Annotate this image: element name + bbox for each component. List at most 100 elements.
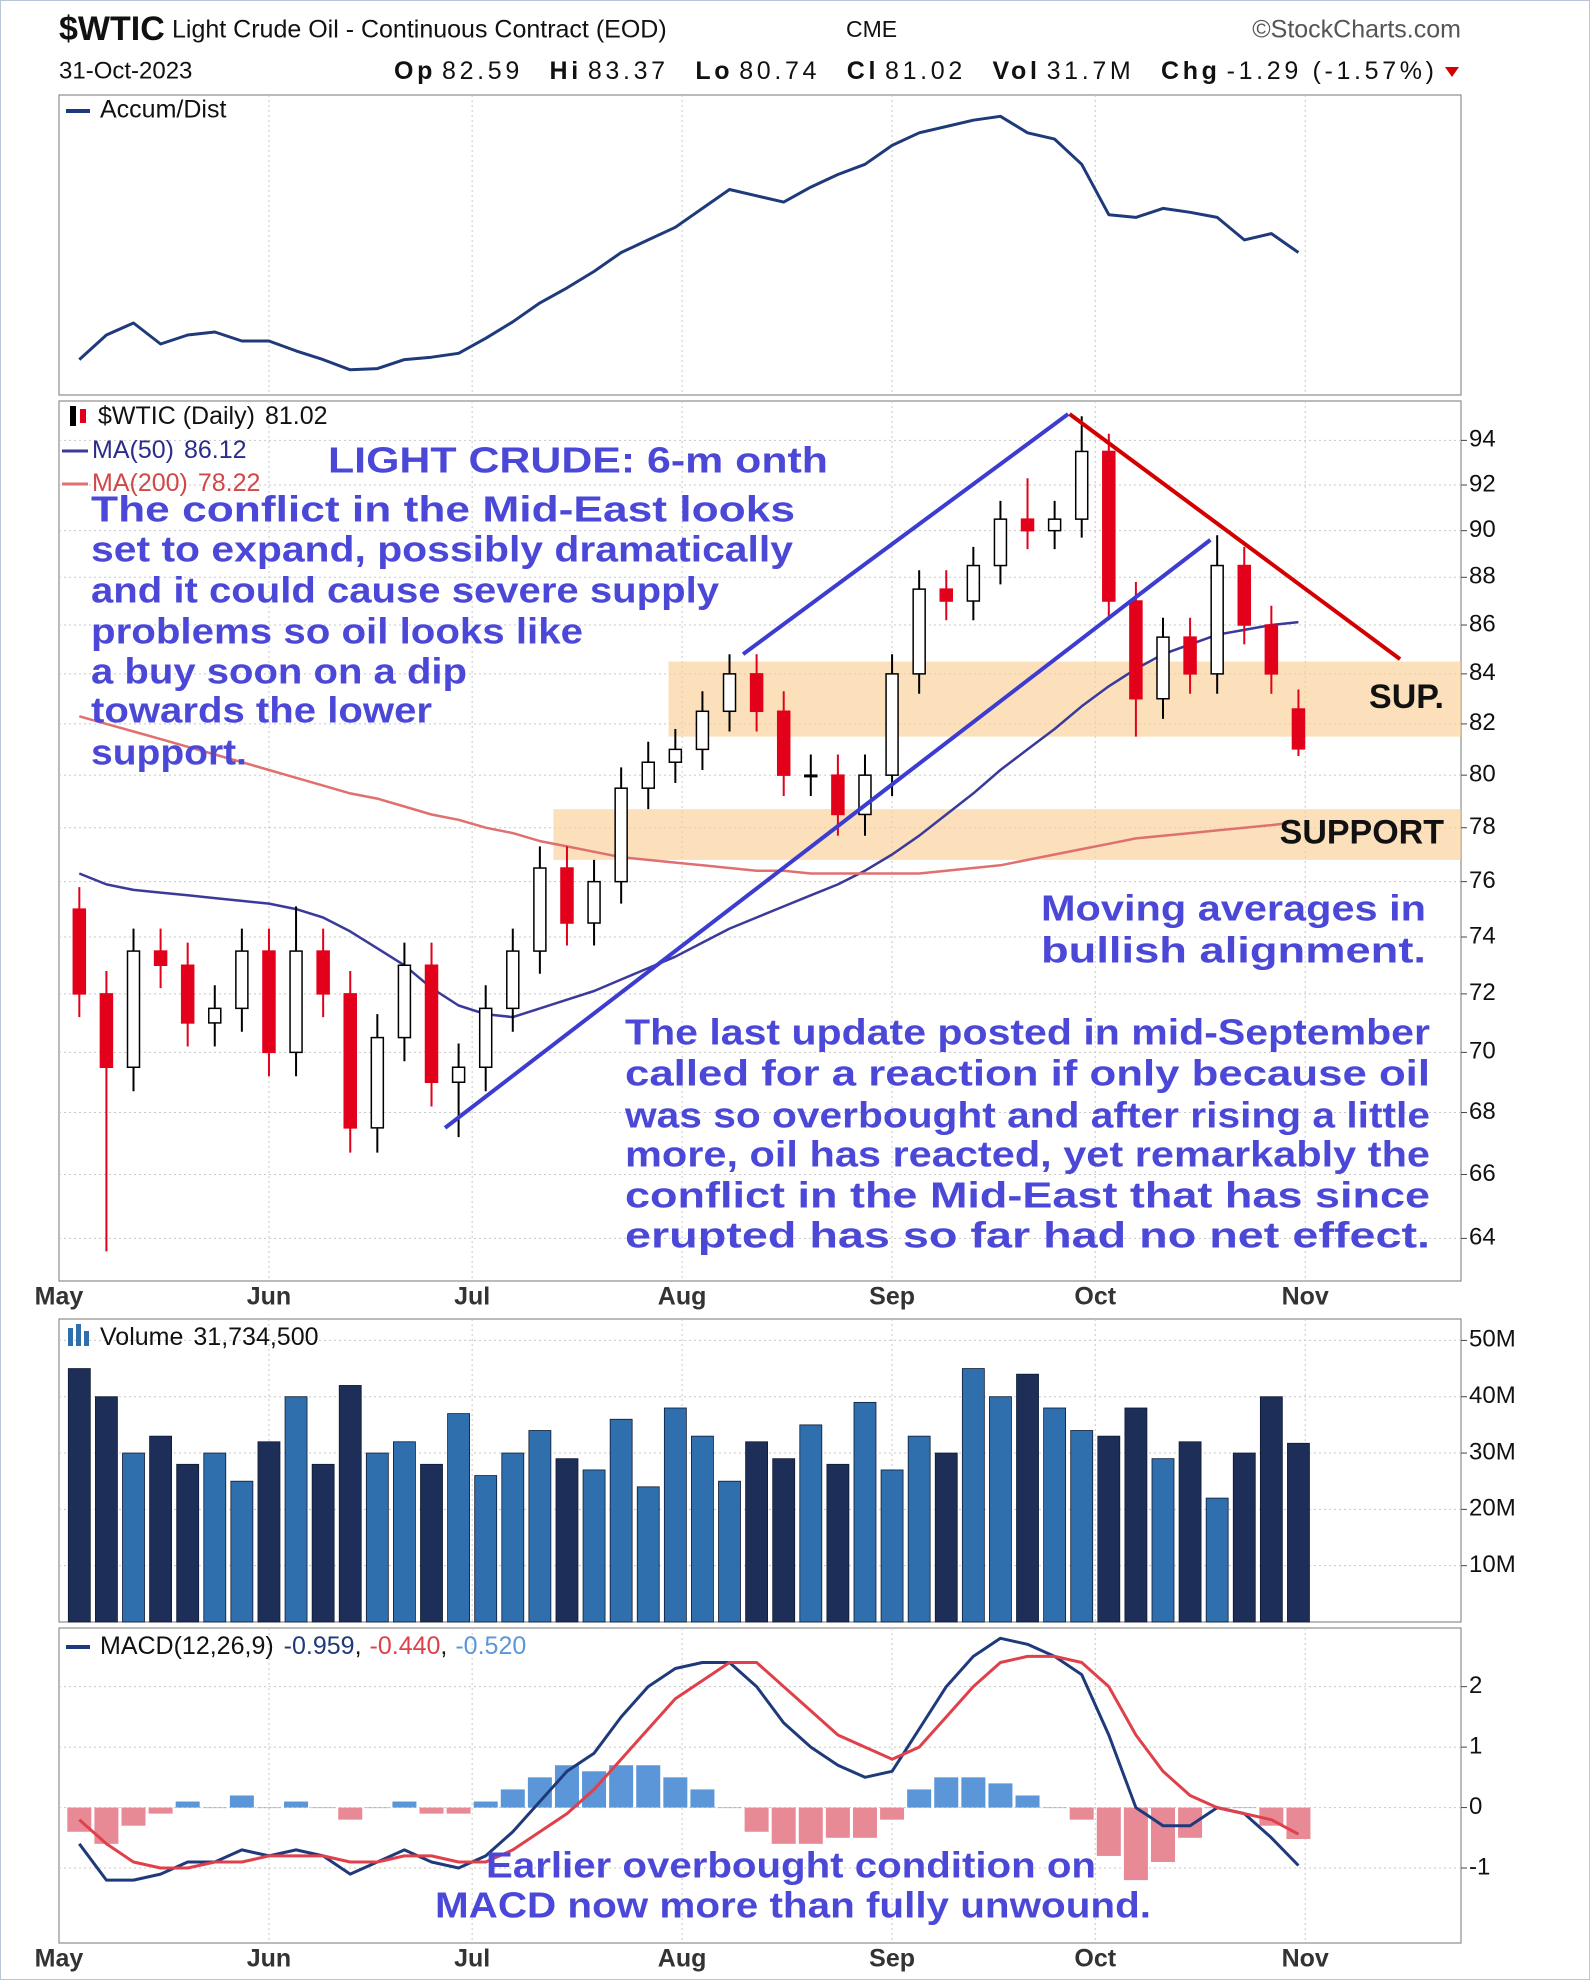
volume-bar xyxy=(1232,1452,1256,1623)
band-label: SUP. xyxy=(1369,678,1444,716)
volume-bar xyxy=(365,1452,389,1623)
symbol: $WTIC xyxy=(59,10,165,48)
macd-histogram-bar xyxy=(446,1807,471,1814)
x-tick-label: May xyxy=(35,1945,84,1973)
legend-value: -0.440 xyxy=(370,1632,441,1660)
candle-body xyxy=(1074,450,1089,520)
macd-histogram-bar xyxy=(1150,1807,1175,1862)
quote-label: Cl xyxy=(847,57,876,85)
annotation-line: a buy soon on a dip xyxy=(91,651,467,692)
macd-histogram-bar xyxy=(338,1807,363,1820)
candle-body xyxy=(1264,624,1279,675)
band-label: SUPPORT xyxy=(1280,814,1445,852)
legend-label: MACD(12,26,9) -0.959, -0.440, -0.520 xyxy=(100,1632,526,1660)
candle-body xyxy=(397,964,412,1039)
volume-bar xyxy=(582,1469,606,1623)
macd-histogram-bar xyxy=(256,1807,281,1809)
instrument-name: Light Crude Oil - Continuous Contract (E… xyxy=(172,16,667,44)
macd-histogram-bar xyxy=(907,1789,932,1808)
legend-label: MA(200) 78.22 xyxy=(92,469,260,497)
y-tick-label: 0 xyxy=(1469,1793,1482,1820)
macd-histogram-bar xyxy=(202,1807,227,1809)
macd-histogram-bar xyxy=(1232,1807,1257,1809)
legend-label: MA(50) xyxy=(92,436,174,464)
y-tick-label: 86 xyxy=(1469,610,1496,637)
volume-bar xyxy=(474,1475,498,1623)
moving-average-line xyxy=(78,620,1299,1019)
macd-histogram-bar xyxy=(771,1807,796,1844)
candle-body xyxy=(424,964,439,1083)
volume-bar xyxy=(691,1435,714,1623)
annotation-line: called for a reaction if only because oi… xyxy=(625,1053,1430,1094)
volume-bar xyxy=(636,1486,660,1623)
trendline xyxy=(741,412,1070,656)
y-tick-label: 90 xyxy=(1469,516,1496,543)
quote-value: 81.02 xyxy=(885,57,962,85)
candle-body xyxy=(1047,518,1062,532)
quote-value: 82.59 xyxy=(442,57,519,85)
x-tick-label: Jul xyxy=(454,1945,490,1973)
volume-bar xyxy=(1016,1373,1039,1623)
candle-body xyxy=(451,1066,466,1083)
volume-bar xyxy=(176,1463,200,1623)
volume-bar xyxy=(880,1469,904,1623)
x-tick-label: Nov xyxy=(1282,1945,1329,1973)
annotations: LIGHT CRUDE: 6-m onth The conflict in th… xyxy=(91,440,1430,1926)
quote-value: 80.74 xyxy=(739,57,816,85)
macd-histogram-bar xyxy=(880,1807,905,1820)
support-band xyxy=(553,809,1461,860)
volume-bar xyxy=(1287,1442,1310,1623)
legend-swatch xyxy=(80,409,86,423)
legend-separator: , xyxy=(440,1632,447,1660)
candle-body xyxy=(126,950,141,1068)
volume-bar xyxy=(257,1441,281,1623)
x-tick-label: Aug xyxy=(658,1283,707,1311)
quote-label: Vol xyxy=(993,57,1037,85)
annotation-line: MACD now more than fully unwound. xyxy=(435,1885,1151,1926)
y-tick-label: 88 xyxy=(1469,563,1496,590)
candle-body xyxy=(99,993,114,1068)
macd-histogram-bar xyxy=(1123,1807,1148,1881)
annotation-line: more, oil has reacted, yet remarkably th… xyxy=(625,1134,1430,1175)
legend-value: 81.02 xyxy=(265,402,328,430)
quote-value: 31.7M xyxy=(1047,57,1131,85)
volume-bar xyxy=(961,1368,985,1623)
volume-bar xyxy=(609,1418,633,1623)
volume-bar xyxy=(745,1441,769,1623)
macd-histogram-bar xyxy=(690,1789,715,1808)
annotation-heading: LIGHT CRUDE: 6-m onth xyxy=(328,440,828,481)
macd-histogram-bar xyxy=(311,1807,336,1809)
date: 31-Oct-2023 xyxy=(59,57,192,84)
down-arrow xyxy=(1445,67,1459,77)
x-tick-label: Nov xyxy=(1282,1283,1329,1311)
candle-body xyxy=(1291,708,1306,750)
legend-label: Volume xyxy=(100,1323,183,1351)
legend-value: -0.959 xyxy=(284,1632,355,1660)
candle-body xyxy=(1210,564,1224,675)
candle-body xyxy=(966,564,981,602)
macd-histogram-bar xyxy=(284,1801,309,1808)
legends: Accum/Dist $WTIC (Daily) 81.02 MA(50) 86.1… xyxy=(62,96,526,1660)
annotation-line: conflict in the Mid-East that has since xyxy=(625,1175,1430,1216)
moving-average-line xyxy=(78,715,1299,875)
volume-bar xyxy=(1205,1497,1229,1623)
volume-bar xyxy=(284,1396,308,1623)
volume-bar xyxy=(67,1368,91,1623)
y-tick-label: -1 xyxy=(1469,1853,1490,1880)
candle-body xyxy=(506,950,520,1010)
candle-body xyxy=(343,993,357,1129)
candle-body xyxy=(289,950,303,1054)
macd-panel xyxy=(58,1627,1462,1944)
candle-body xyxy=(1020,518,1035,532)
candle-body xyxy=(614,787,628,883)
macd-histogram-bar xyxy=(1015,1795,1040,1808)
trendline xyxy=(443,538,1212,1130)
volume-bar xyxy=(772,1458,796,1623)
macd-histogram-bar xyxy=(961,1777,986,1808)
y-tick-label: 68 xyxy=(1469,1098,1496,1125)
macd-histogram-bar xyxy=(419,1807,444,1814)
legend-label: MA(200) xyxy=(92,469,188,497)
volume-bar xyxy=(230,1480,254,1623)
volume-bar xyxy=(203,1452,227,1623)
